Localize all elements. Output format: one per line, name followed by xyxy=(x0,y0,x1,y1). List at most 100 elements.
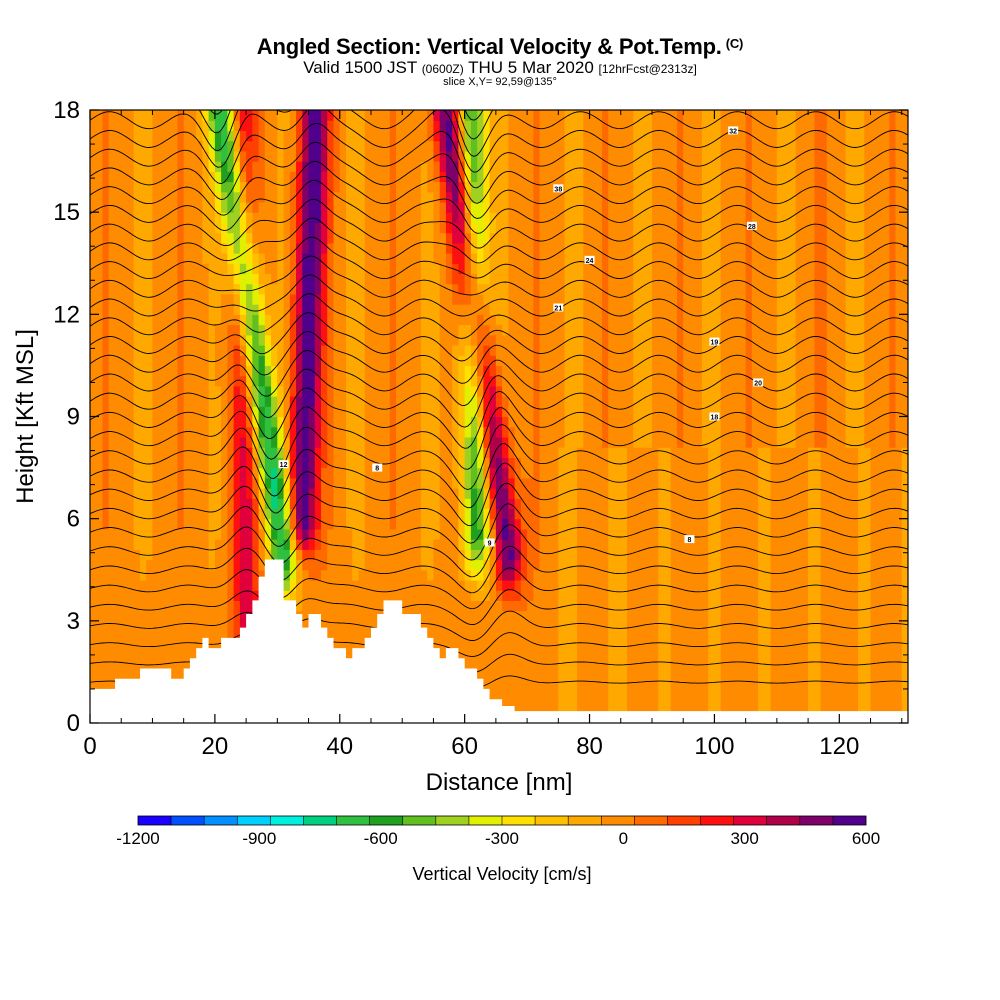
field-cell xyxy=(420,447,428,458)
field-cell xyxy=(589,263,597,275)
field-cell xyxy=(327,324,335,336)
field-cell xyxy=(214,426,222,438)
field-cell xyxy=(483,130,491,142)
field-cell xyxy=(208,150,216,162)
field-cell xyxy=(308,263,316,275)
field-cell xyxy=(158,365,166,377)
field-cell xyxy=(533,181,541,193)
field-cell xyxy=(302,426,310,438)
field-cell xyxy=(321,406,328,418)
field-cell xyxy=(558,396,566,407)
field-cell xyxy=(302,140,310,152)
field-cell xyxy=(420,181,428,193)
field-cell xyxy=(570,641,578,653)
field-cell xyxy=(414,355,422,367)
field-cell xyxy=(302,365,310,377)
field-cell xyxy=(427,467,435,479)
field-cell xyxy=(208,549,216,561)
field-cell xyxy=(502,212,509,223)
field-cell xyxy=(208,110,216,121)
field-cell xyxy=(152,171,160,183)
field-cell xyxy=(527,334,534,346)
field-cell xyxy=(321,253,328,264)
field-cell xyxy=(458,467,466,479)
field-cell xyxy=(152,477,160,489)
field-cell xyxy=(202,334,210,346)
field-cell xyxy=(439,263,447,275)
field-cell xyxy=(552,600,559,612)
field-cell xyxy=(189,488,197,499)
field-cell xyxy=(196,610,203,622)
field-cell xyxy=(102,682,110,693)
field-cell xyxy=(346,651,353,663)
field-cell xyxy=(214,130,222,142)
field-cell xyxy=(114,590,122,601)
field-cell xyxy=(102,539,110,550)
field-cell xyxy=(314,549,322,561)
field-cell xyxy=(233,171,241,183)
field-cell xyxy=(552,518,559,530)
field-cell xyxy=(570,212,578,223)
field-cell xyxy=(202,222,210,234)
field-cell xyxy=(208,222,216,234)
field-cell xyxy=(339,212,347,223)
field-cell xyxy=(333,324,341,336)
field-cell xyxy=(102,467,110,479)
field-cell xyxy=(339,130,347,142)
field-cell xyxy=(495,467,503,479)
field-cell xyxy=(552,569,559,581)
field-cell xyxy=(383,232,391,244)
field-cell xyxy=(427,549,435,561)
field-cell xyxy=(458,201,466,213)
field-cell xyxy=(508,488,516,499)
field-cell xyxy=(164,375,172,387)
field-cell xyxy=(427,161,435,172)
field-cell xyxy=(570,416,578,428)
field-cell xyxy=(302,171,310,183)
field-cell xyxy=(202,396,210,407)
field-cell xyxy=(246,569,253,581)
field-cell xyxy=(577,692,584,704)
field-cell xyxy=(595,120,603,132)
field-cell xyxy=(246,528,253,540)
field-cell xyxy=(595,508,603,520)
field-cell xyxy=(108,232,116,244)
field-cell xyxy=(589,702,597,714)
field-cell xyxy=(408,212,416,223)
field-cell xyxy=(458,150,466,162)
field-cell xyxy=(458,559,466,571)
field-cell xyxy=(420,171,428,183)
field-cell xyxy=(370,467,378,479)
field-cell xyxy=(395,324,403,336)
field-cell xyxy=(402,385,410,397)
field-cell xyxy=(564,283,572,295)
field-cell xyxy=(158,559,166,571)
field-cell xyxy=(370,181,378,193)
field-cell xyxy=(514,467,522,479)
field-cell xyxy=(96,232,104,244)
field-cell xyxy=(377,436,385,448)
field-cell xyxy=(183,385,191,397)
field-cell xyxy=(520,518,528,530)
field-cell xyxy=(146,150,154,162)
field-cell xyxy=(514,161,522,172)
field-cell xyxy=(246,222,253,234)
field-cell xyxy=(508,426,516,438)
field-cell xyxy=(452,416,460,428)
field-cell xyxy=(171,161,179,172)
field-cell xyxy=(164,436,172,448)
field-cell xyxy=(364,293,372,305)
field-cell xyxy=(346,600,353,612)
field-cell xyxy=(146,344,154,356)
field-cell xyxy=(296,130,303,142)
field-cell xyxy=(146,467,154,479)
field-cell xyxy=(545,447,553,458)
field-cell xyxy=(90,631,97,642)
field-cell xyxy=(408,150,416,162)
field-cell xyxy=(327,304,335,315)
field-cell xyxy=(289,181,297,193)
field-cell xyxy=(383,171,391,183)
field-cell xyxy=(489,651,497,663)
field-cell xyxy=(321,610,328,622)
field-cell xyxy=(158,293,166,305)
